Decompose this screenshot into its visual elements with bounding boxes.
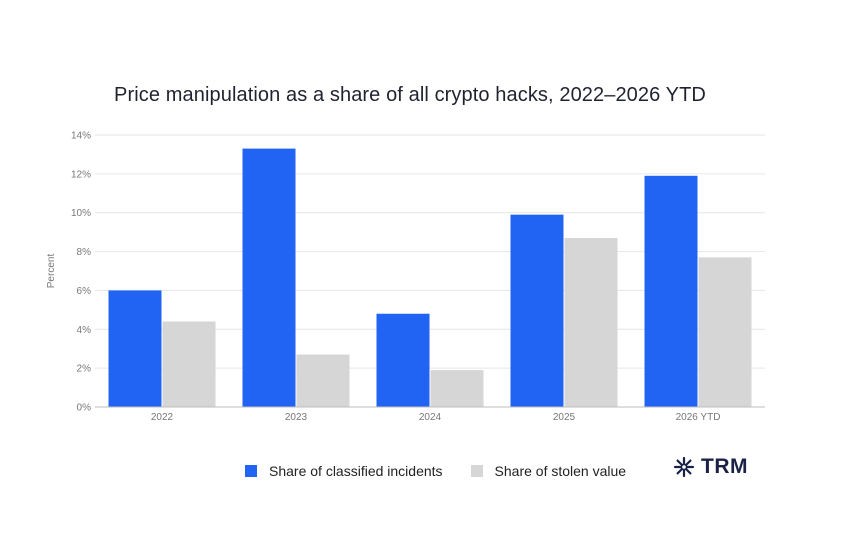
- bar-stolen-value: [162, 321, 216, 407]
- legend: Share of classified incidents Share of s…: [245, 463, 654, 479]
- x-tick-label: 2026 YTD: [676, 412, 721, 423]
- bar-incidents: [376, 313, 430, 407]
- bar-incidents: [108, 290, 162, 407]
- y-tick-label: 8%: [77, 247, 92, 258]
- x-tick-label: 2024: [419, 412, 442, 423]
- y-tick-label: 2%: [77, 364, 92, 375]
- y-tick-label: 14%: [71, 131, 91, 142]
- bar-incidents: [644, 175, 698, 407]
- bar-stolen-value: [698, 257, 752, 407]
- y-tick-label: 4%: [77, 325, 92, 336]
- bar-stolen-value: [296, 354, 350, 407]
- x-tick-label: 2023: [285, 412, 308, 423]
- legend-label-stolen-value: Share of stolen value: [494, 463, 627, 479]
- logo-text: TRM: [701, 455, 748, 478]
- y-tick-label: 10%: [71, 208, 91, 219]
- x-tick-label: 2025: [553, 412, 576, 423]
- asterisk-logo-icon: [673, 456, 695, 478]
- bar-stolen-value: [430, 370, 484, 407]
- y-tick-label: 12%: [71, 169, 91, 180]
- legend-swatch-incidents: [245, 465, 257, 477]
- legend-item-stolen-value: Share of stolen value: [470, 463, 627, 479]
- bar-incidents: [242, 148, 296, 407]
- y-tick-label: 0%: [77, 403, 92, 414]
- x-tick-label: 2022: [151, 412, 174, 423]
- legend-swatch-stolen-value: [470, 465, 483, 477]
- chart-title: Price manipulation as a share of all cry…: [114, 84, 706, 106]
- trm-logo: TRM: [672, 455, 748, 479]
- legend-label-incidents: Share of classified incidents: [269, 463, 443, 479]
- bar-incidents: [510, 214, 564, 407]
- y-axis-label: Percent: [46, 254, 57, 289]
- legend-item-incidents: Share of classified incidents: [245, 463, 443, 479]
- y-tick-label: 6%: [77, 286, 92, 297]
- bar-stolen-value: [564, 237, 618, 407]
